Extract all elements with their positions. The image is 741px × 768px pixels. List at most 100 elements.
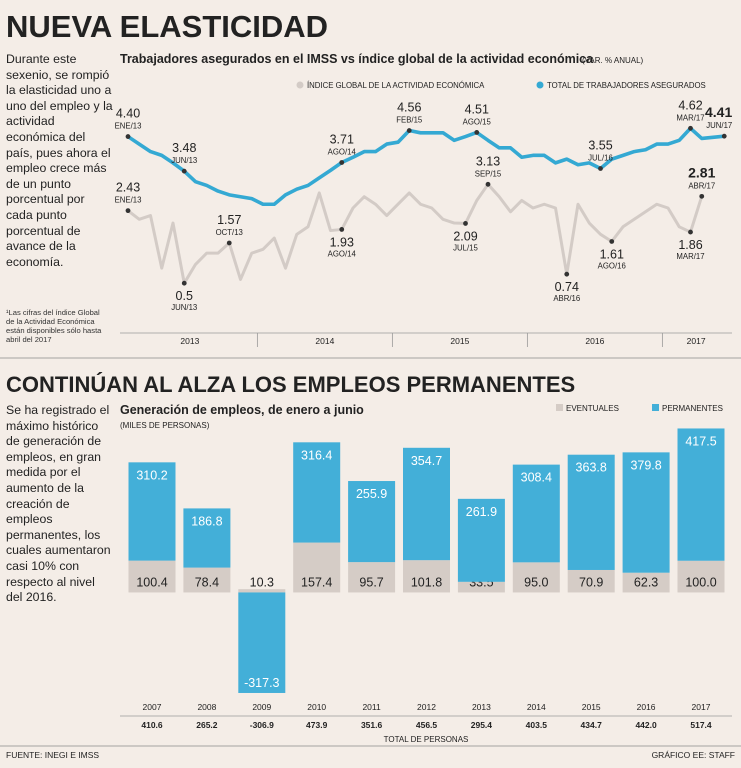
total-value: 410.6 [141, 720, 163, 730]
bar-segment [622, 452, 670, 573]
annotation-value: 1.61 [600, 247, 624, 261]
bar-label: 354.7 [411, 454, 442, 468]
annotation-date: AGO/16 [598, 261, 626, 270]
total-value: -306.9 [250, 720, 274, 730]
bar-label: 186.8 [191, 514, 222, 528]
annotation-dot [463, 221, 468, 226]
bar-segment [348, 562, 396, 593]
bar-label: 78.4 [195, 575, 219, 589]
bar-label: 62.3 [634, 575, 658, 589]
annotation-date: MAR/17 [676, 113, 704, 122]
x-tick-label: 2011 [362, 702, 381, 712]
annotation-date: ENE/13 [115, 122, 142, 131]
bar-segment [457, 498, 505, 582]
annotation-dot [688, 229, 693, 235]
annotation-value: 4.56 [397, 101, 421, 115]
section-title: CONTINÚAN AL ALZA LOS EMPLEOS PERMANENTE… [6, 372, 575, 397]
annotation-dot [598, 166, 603, 171]
annotation-date: FEB/15 [396, 116, 423, 125]
bar-label: 100.0 [685, 575, 716, 589]
annotation-date: ENE/13 [115, 196, 142, 205]
annotation-value: 1.93 [330, 235, 354, 249]
bar-label: 95.0 [524, 575, 548, 589]
annotation-dot [339, 227, 345, 232]
annotation-value: 3.71 [330, 133, 354, 147]
annotation-value: 1.86 [678, 238, 702, 252]
annotation-date: ABR/16 [553, 294, 580, 303]
annotation-value: 4.62 [678, 98, 702, 112]
bar-label: 417.5 [685, 434, 716, 448]
annotation-value: 3.13 [476, 154, 500, 168]
bar-segment [567, 569, 615, 593]
x-tick-label: 2016 [637, 702, 656, 712]
legend-label: TOTAL DE TRABAJADORES ASEGURADOS [547, 81, 706, 90]
sidebar-text: Durante este sexenio, se rompió la elast… [6, 52, 113, 269]
bar-label: 157.4 [301, 575, 332, 589]
annotation-date: AGO/14 [328, 249, 357, 258]
x-group-label: 2016 [585, 336, 604, 346]
bar-label: -317.3 [244, 676, 279, 690]
bar-segment [293, 542, 341, 593]
bar-segment [183, 508, 231, 568]
bar-label: 101.8 [411, 575, 442, 589]
chart-title: Generación de empleos, de enero a junio [120, 403, 364, 417]
bar-label: 316.4 [301, 448, 332, 462]
bar-segment [128, 560, 176, 593]
bar-label: 10.3 [250, 575, 274, 589]
annotation-date: ABR/17 [688, 181, 715, 190]
chart-unit: (MILES DE PERSONAS) [120, 421, 210, 430]
annotation-dot [181, 280, 187, 286]
bar-label: 379.8 [630, 458, 661, 472]
annotation-dot [564, 271, 570, 277]
annotation-dot [125, 208, 131, 214]
bar-segment [293, 442, 341, 543]
annotation-dot [226, 240, 232, 246]
x-tick-label: 2012 [417, 702, 436, 712]
annotation-value: 0.74 [555, 280, 579, 294]
x-tick-label: 2013 [472, 702, 491, 712]
bar-segment [238, 592, 286, 693]
total-value: 351.6 [361, 720, 383, 730]
annotation-dot [699, 193, 705, 199]
total-value: 434.7 [581, 720, 603, 730]
annotation-value: 2.43 [116, 181, 140, 195]
source: FUENTE: INEGI E IMSS [6, 750, 99, 760]
bar-label: 95.7 [359, 575, 383, 589]
bar-label: 100.4 [136, 575, 167, 589]
bar-segment [567, 454, 615, 570]
annotation-date: AGO/14 [328, 148, 357, 157]
annotation-dot [125, 134, 131, 139]
bar-segment [403, 447, 450, 561]
annotation-dot [609, 239, 615, 244]
annotation-value: 4.41 [705, 104, 732, 120]
annotation-date: SEP/15 [475, 169, 502, 178]
line-series [127, 182, 704, 285]
annotation-value: 4.51 [465, 102, 489, 116]
annotation-dot [474, 130, 480, 135]
x-tick-label: 2009 [252, 702, 271, 712]
bar-label: 308.4 [521, 471, 552, 485]
bar-segment [238, 589, 286, 593]
total-value: 456.5 [416, 720, 438, 730]
bar-segment [348, 481, 396, 563]
x-tick-label: 2007 [143, 702, 162, 712]
chart-title: Trabajadores asegurados en el IMSS vs ín… [120, 52, 594, 66]
annotation-date: JUN/13 [171, 303, 197, 312]
legend-label: PERMANENTES [662, 404, 723, 413]
footnote: ¹Las cifras del índice Global de la Acti… [6, 308, 102, 344]
bar-segment [403, 560, 450, 593]
annotation-dot [339, 160, 345, 165]
annotation-value: 4.40 [116, 107, 140, 121]
legend-swatch [556, 404, 563, 411]
total-value: 265.2 [196, 720, 218, 730]
x-group-label: 2013 [180, 336, 199, 346]
legend-label: ÍNDICE GLOBAL DE LA ACTIVIDAD ECONÓMICA [307, 81, 485, 90]
bar-segment [457, 581, 505, 593]
chart-unit: (VAR. % ANUAL) [582, 56, 644, 65]
total-value: 517.4 [690, 720, 712, 730]
main-title: NUEVA ELASTICIDAD [6, 9, 328, 44]
line-series [126, 126, 725, 207]
bar-segment [677, 560, 725, 593]
total-value: 442.0 [635, 720, 657, 730]
total-value: 403.5 [526, 720, 548, 730]
